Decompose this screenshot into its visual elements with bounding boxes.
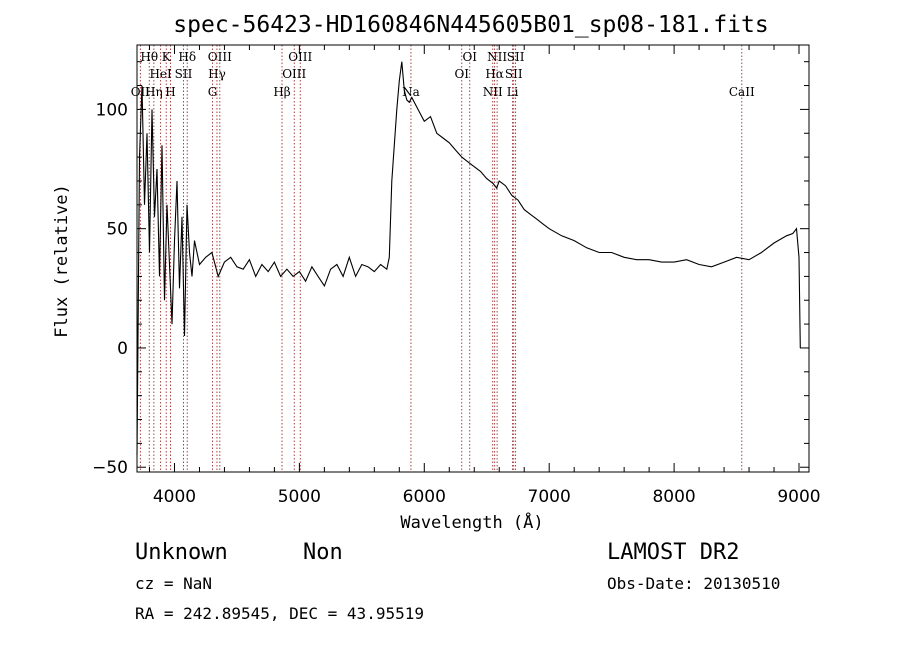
y-axis-ticks: −50 0 50 100: [92, 61, 809, 478]
emission-line-label: Hη: [145, 85, 163, 99]
x-axis-label: Wavelength (Å): [400, 511, 543, 533]
x-tick-label: 4000: [153, 487, 196, 507]
emission-line-label: Hδ: [178, 50, 196, 64]
emission-line-label: CaII: [729, 85, 755, 99]
class-label: Unknown: [135, 540, 228, 565]
x-tick-label: 7000: [528, 487, 571, 507]
emission-line-label: Hα: [485, 67, 504, 81]
emission-line-label: NII: [483, 85, 503, 99]
emission-line-label: SII: [505, 67, 523, 81]
emission-line-label: OII: [131, 85, 151, 99]
survey-label: LAMOST DR2: [607, 540, 739, 565]
subclass-label: Non: [303, 540, 343, 565]
emission-line-label: OIII: [282, 67, 306, 81]
emission-line-label: Na: [402, 85, 420, 99]
emission-line-label: Hθ: [140, 50, 158, 64]
emission-line-labels: OIIHθHηHeIKHSIIHδGHγOIIIHβOIIIOIIINaOIOI…: [131, 50, 755, 99]
emission-line-label: OI: [454, 67, 469, 81]
emission-line-label: K: [162, 50, 172, 64]
x-tick-label: 8000: [652, 487, 695, 507]
emission-line-label: OIII: [208, 50, 232, 64]
emission-line-label: Li: [507, 85, 519, 99]
y-tick-label: −50: [92, 458, 128, 478]
y-tick-label: 0: [117, 339, 128, 359]
y-axis-label: Flux (relative): [52, 184, 72, 338]
emission-line-label: SII: [507, 50, 525, 64]
obs-date-label: Obs-Date: 20130510: [607, 574, 780, 593]
coordinates-label: RA = 242.89545, DEC = 43.95519: [135, 604, 424, 623]
redshift-label: cz = NaN: [135, 574, 212, 593]
emission-line-label: Hγ: [208, 67, 226, 81]
emission-line-markers: [139, 45, 743, 472]
emission-line-label: SII: [175, 67, 193, 81]
emission-line-label: HeI: [149, 67, 172, 81]
x-tick-label: 6000: [403, 487, 446, 507]
emission-line-label: Hβ: [273, 85, 290, 99]
emission-line-label: H: [165, 85, 175, 99]
plot-frame: [136, 44, 810, 473]
emission-line-label: OIII: [288, 50, 312, 64]
spectrum-line: [136, 61, 801, 456]
emission-line-label: G: [208, 85, 218, 99]
x-tick-label: 9000: [777, 487, 820, 507]
y-tick-label: 100: [96, 100, 128, 120]
x-axis-ticks: 4000 5000 6000 7000 8000 9000: [148, 45, 821, 507]
chart-title: spec-56423-HD160846N445605B01_sp08-181.f…: [173, 12, 768, 38]
emission-line-label: OI: [462, 50, 477, 64]
x-tick-label: 5000: [278, 487, 321, 507]
y-tick-label: 50: [106, 220, 128, 240]
emission-line-label: NII: [487, 50, 507, 64]
